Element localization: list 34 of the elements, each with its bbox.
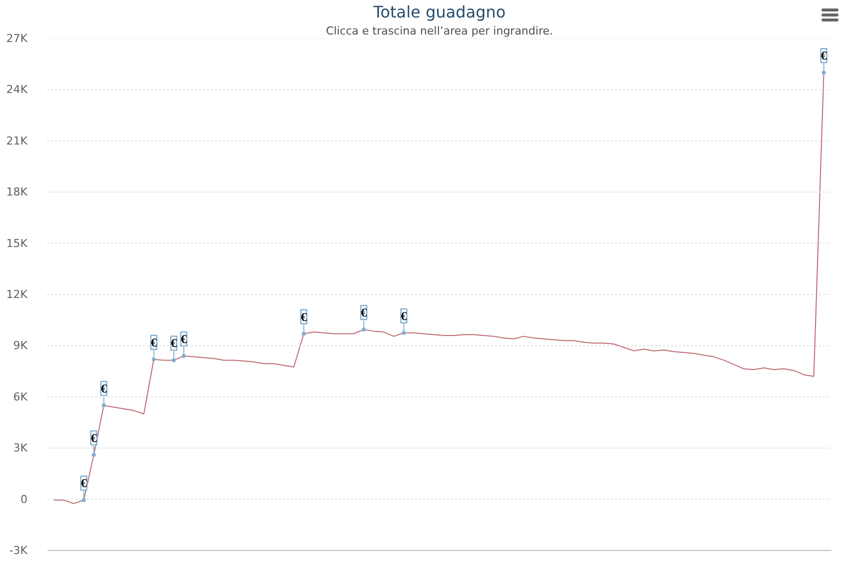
y-tick-label: 3K [13, 442, 28, 455]
y-tick-label: 27K [6, 32, 28, 45]
y-tick-label: 24K [6, 83, 28, 96]
point [182, 354, 186, 358]
data-label: € [150, 335, 157, 350]
y-tick-label: -3K [9, 544, 28, 557]
data-label: € [820, 48, 827, 63]
data-label: € [90, 430, 97, 445]
data-label: € [100, 381, 107, 396]
point [302, 332, 306, 336]
data-label: € [360, 305, 367, 320]
y-tick-label: 0 [20, 492, 28, 506]
chart-subtitle: Clicca e trascina nell’area per ingrandire. [326, 24, 553, 38]
data-label: € [180, 332, 187, 346]
y-tick-label: 15K [6, 236, 28, 250]
point [822, 70, 826, 75]
data-label: € [300, 310, 307, 324]
point [102, 403, 106, 408]
data-label: € [80, 476, 87, 490]
y-tick-label: 12K [6, 288, 28, 301]
point [82, 498, 86, 502]
chart-title: Totale guadagno [372, 2, 506, 22]
y-tick-label: 18K [6, 186, 28, 199]
y-tick-label: 6K [13, 390, 28, 404]
line-series [53, 72, 824, 504]
data-label: € [170, 336, 177, 350]
y-tick-label: 9K [13, 339, 28, 352]
point [402, 330, 406, 335]
point [92, 452, 96, 457]
y-tick-label: 21K [6, 134, 28, 148]
point [152, 357, 156, 362]
point [172, 358, 176, 362]
data-label: € [400, 308, 407, 323]
point [362, 327, 366, 332]
